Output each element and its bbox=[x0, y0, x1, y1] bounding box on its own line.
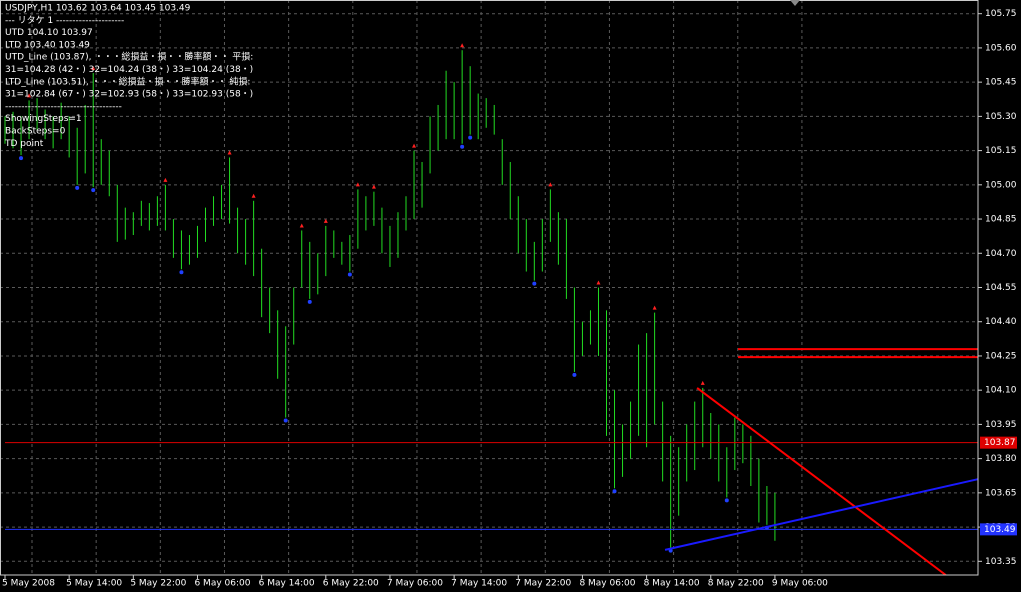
up-fractal bbox=[251, 193, 256, 198]
y-tick-label: 105.15 bbox=[985, 146, 1017, 156]
up-fractal bbox=[548, 182, 553, 187]
y-tick-label: 105.45 bbox=[985, 78, 1017, 88]
down-fractal bbox=[347, 272, 352, 277]
price-label: 103.87 bbox=[984, 438, 1016, 448]
y-tick-label: 105.00 bbox=[985, 180, 1017, 190]
axes: 105.75 105.60 105.45 105.30 105.15 105.00 104.… bbox=[2, 9, 1017, 589]
x-tick-label: 9 May 06:00 bbox=[772, 579, 828, 589]
trend-line bbox=[664, 478, 978, 551]
x-tick-label: 5 May 22:00 bbox=[130, 579, 186, 589]
x-tick-label: 6 May 14:00 bbox=[259, 579, 315, 589]
price-label-box bbox=[980, 523, 1017, 536]
plot-area bbox=[4, 43, 978, 575]
x-tick-label: 7 May 06:00 bbox=[387, 579, 443, 589]
x-tick-label: 8 May 22:00 bbox=[708, 579, 764, 589]
y-tick-label: 104.25 bbox=[985, 351, 1017, 361]
down-fractal bbox=[179, 270, 184, 275]
down-fractal bbox=[612, 489, 617, 494]
grid bbox=[0, 0, 978, 575]
y-tick-label: 103.80 bbox=[985, 454, 1017, 464]
x-tick-label: 8 May 14:00 bbox=[644, 579, 700, 589]
up-fractal bbox=[596, 280, 601, 285]
up-fractal bbox=[460, 43, 465, 48]
up-fractal bbox=[412, 143, 417, 148]
info-line: TD point bbox=[4, 139, 44, 149]
down-fractal bbox=[75, 185, 80, 190]
up-fractal bbox=[163, 177, 168, 182]
y-tick-label: 103.35 bbox=[985, 557, 1017, 567]
up-fractal bbox=[371, 184, 376, 189]
down-fractal bbox=[468, 135, 473, 140]
x-tick-label: 7 May 14:00 bbox=[451, 579, 507, 589]
down-fractal bbox=[283, 418, 288, 423]
info-line: ------------------------------------ bbox=[5, 102, 122, 112]
y-tick-label: 105.30 bbox=[985, 112, 1017, 122]
info-line: 31=102.84 (67・) 32=102.93 (58・) 33=102.9… bbox=[5, 90, 253, 100]
y-tick-label: 104.85 bbox=[985, 215, 1017, 225]
info-line: 31=104.28 (42・) 32=104.24 (38・) 33=104.2… bbox=[5, 65, 253, 75]
y-tick-label: 104.10 bbox=[985, 386, 1017, 396]
up-fractal bbox=[652, 305, 657, 310]
y-tick-label: 104.40 bbox=[985, 317, 1017, 327]
x-tick-label: 8 May 06:00 bbox=[579, 579, 635, 589]
down-fractal bbox=[724, 498, 729, 503]
y-tick-label: 104.55 bbox=[985, 283, 1017, 293]
x-tick-label: 7 May 22:00 bbox=[515, 579, 571, 589]
info-line: UTD 104.10 103.97 bbox=[5, 28, 93, 38]
price-label: 103.49 bbox=[984, 525, 1016, 535]
down-fractal bbox=[91, 188, 96, 193]
down-fractal bbox=[460, 144, 465, 149]
y-tick-label: 103.95 bbox=[985, 420, 1017, 430]
x-tick-label: 5 May 2008 bbox=[2, 579, 55, 589]
up-fractal bbox=[227, 150, 232, 155]
up-fractal bbox=[27, 93, 32, 98]
y-tick-label: 105.75 bbox=[985, 9, 1017, 19]
down-fractal bbox=[572, 372, 577, 377]
up-fractal bbox=[700, 380, 705, 385]
down-fractal bbox=[19, 156, 24, 161]
info-line: LTD_Line (103.51), ・・・総損益・損・・勝率額・・ 純損: bbox=[5, 75, 250, 87]
trend-line bbox=[696, 387, 947, 575]
x-tick-label: 6 May 06:00 bbox=[194, 579, 250, 589]
y-tick-label: 103.65 bbox=[985, 488, 1017, 498]
y-tick-label: 105.60 bbox=[985, 43, 1017, 53]
price-label-box bbox=[980, 436, 1017, 449]
info-line: LTD 103.40 103.49 bbox=[5, 40, 90, 50]
x-tick-label: 5 May 14:00 bbox=[66, 579, 122, 589]
up-fractal bbox=[91, 66, 96, 71]
down-fractal bbox=[307, 299, 312, 304]
info-line: USDJPY,H1 103.62 103.64 103.45 103.49 bbox=[5, 4, 191, 14]
info-line: UTD_Line (103.87), ・・・総損益・損・・勝率額・・ 平損: bbox=[5, 51, 253, 63]
up-fractal bbox=[323, 218, 328, 223]
info-line: ShowingSteps=1 bbox=[5, 114, 82, 124]
down-fractal bbox=[532, 281, 537, 286]
up-fractal bbox=[355, 182, 360, 187]
up-fractal bbox=[299, 223, 304, 228]
info-line: --- リタケ 1 --------------------- bbox=[5, 15, 124, 26]
plot-frame bbox=[0, 0, 979, 576]
info-line: BackSteps=0 bbox=[5, 127, 66, 137]
x-tick-label: 6 May 22:00 bbox=[323, 579, 379, 589]
scroll-marker bbox=[790, 0, 800, 6]
y-tick-label: 104.70 bbox=[985, 249, 1017, 259]
